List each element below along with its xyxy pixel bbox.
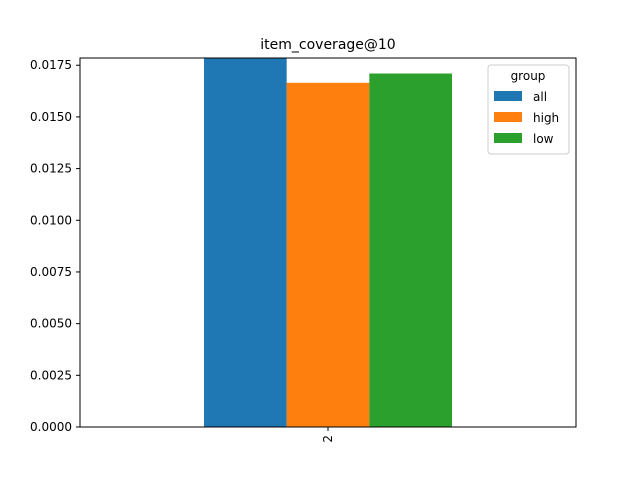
- legend-label-high: high: [533, 111, 559, 125]
- legend-label-low: low: [533, 132, 554, 146]
- y-tick-label: 0.0050: [30, 317, 72, 331]
- legend-label-all: all: [533, 90, 547, 104]
- chart-title: item_coverage@10: [260, 37, 395, 53]
- x-axis: 2: [321, 427, 335, 443]
- y-tick-label: 0.0125: [30, 162, 72, 176]
- legend: group all high low: [487, 64, 570, 155]
- bar-high-2: [286, 82, 370, 427]
- bar-low-2: [369, 73, 452, 427]
- legend-swatch-all: [494, 91, 522, 101]
- bars-group: [204, 58, 452, 427]
- legend-box: [487, 64, 570, 155]
- legend-swatch-low: [494, 133, 522, 143]
- plot-frame: [79, 57, 577, 428]
- y-tick-label: 0.0025: [30, 368, 72, 382]
- y-tick-label: 0.0000: [30, 420, 72, 434]
- legend-swatch-high: [494, 112, 522, 122]
- y-tick-label: 0.0150: [30, 110, 72, 124]
- y-tick-label: 0.0175: [30, 58, 72, 72]
- y-tick-label: 0.0100: [30, 213, 72, 227]
- legend-title: group: [511, 69, 546, 83]
- bar-all-2: [204, 58, 287, 427]
- y-tick-label: 0.0075: [30, 265, 72, 279]
- y-axis: 0.0000 0.0025 0.0050 0.0075 0.0100 0.0125 0.01…: [30, 58, 80, 434]
- x-tick-label: 2: [321, 435, 335, 443]
